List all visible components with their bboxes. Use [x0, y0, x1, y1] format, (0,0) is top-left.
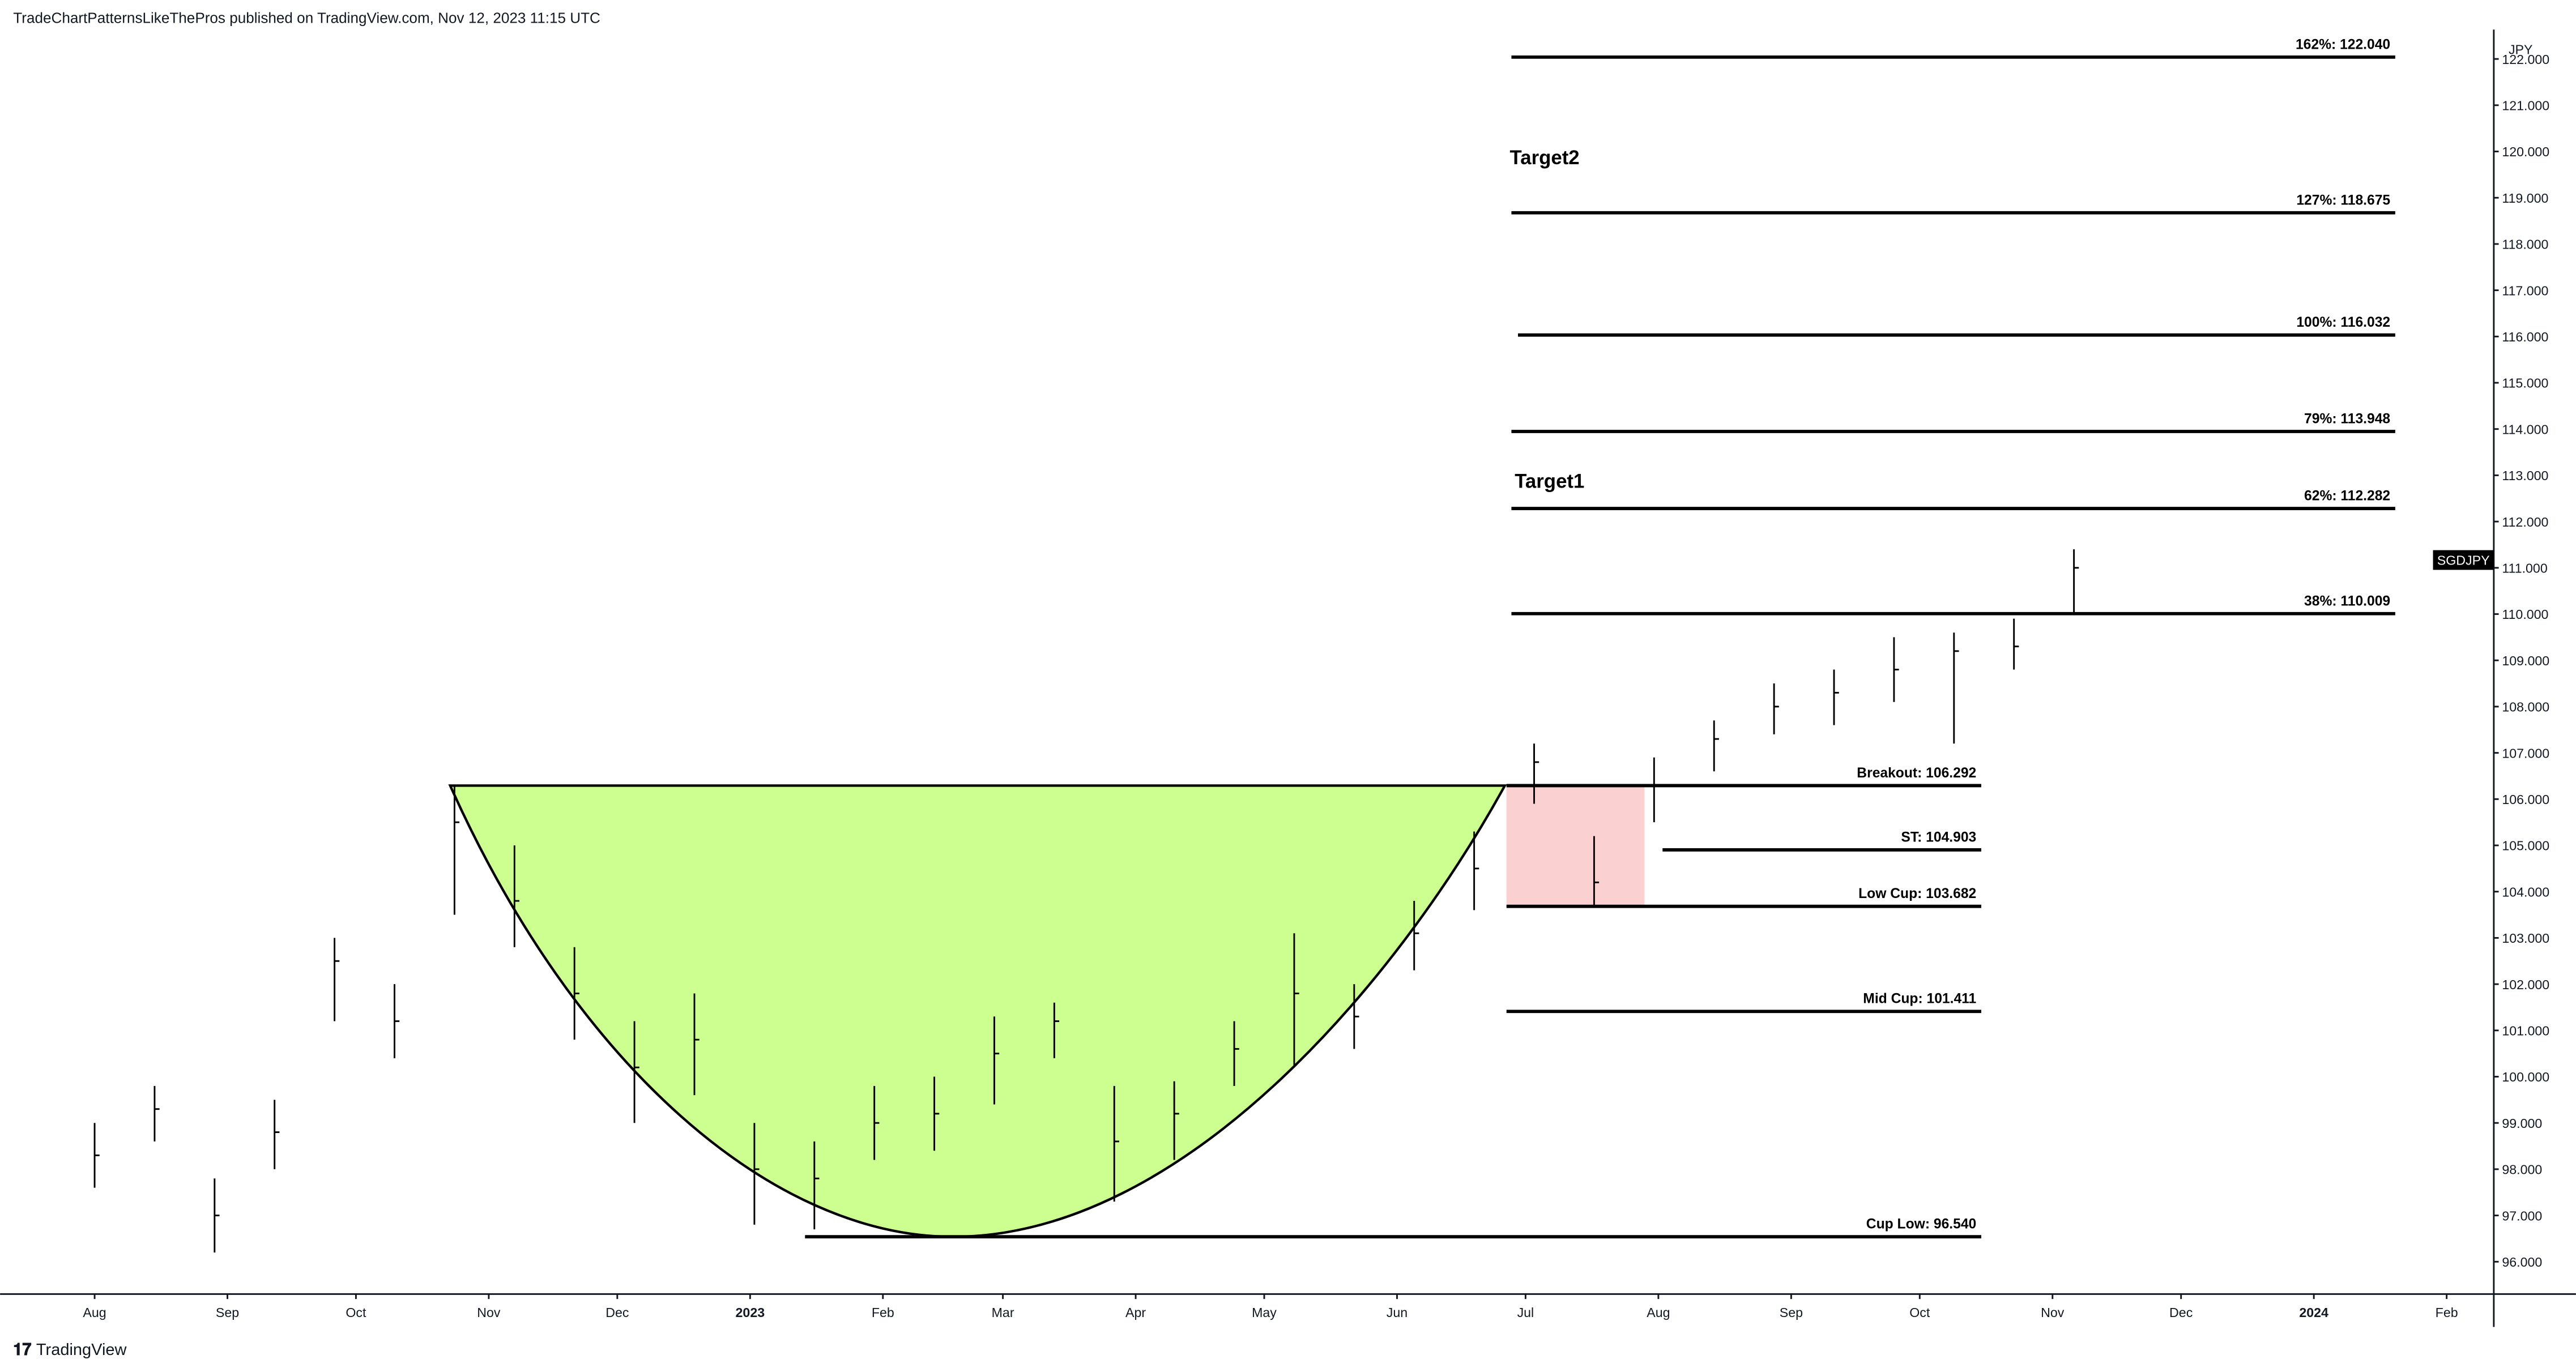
- y-tick-label: 121.000: [2502, 99, 2549, 113]
- y-tick-label: 107.000: [2502, 746, 2549, 760]
- y-tick-label: 101.000: [2502, 1024, 2549, 1038]
- annotation: Target1: [1515, 470, 1584, 492]
- x-tick-label: Oct: [1909, 1305, 1930, 1320]
- x-tick-label: Jul: [1517, 1305, 1534, 1320]
- y-tick-label: 104.000: [2502, 884, 2549, 899]
- y-tick-label: 111.000: [2502, 561, 2547, 576]
- y-tick-label: 113.000: [2502, 468, 2548, 483]
- cup-shape: [448, 784, 1507, 1238]
- x-tick-label: 2023: [736, 1305, 765, 1320]
- x-tick-label: Jun: [1387, 1305, 1408, 1320]
- level-label: 62%: 112.282: [2304, 489, 2390, 504]
- x-tick-label: Oct: [346, 1305, 366, 1320]
- level-label: Cup Low: 96.540: [1866, 1217, 1976, 1232]
- x-tick-label: Aug: [83, 1305, 106, 1320]
- symbol-label: SGDJPY: [2437, 553, 2490, 568]
- y-tick-label: 103.000: [2502, 931, 2549, 946]
- x-tick-label: Dec: [2169, 1305, 2193, 1320]
- y-tick-label: 115.000: [2502, 376, 2548, 391]
- y-tick-label: 102.000: [2502, 977, 2549, 992]
- x-tick-label: May: [1252, 1305, 1277, 1320]
- y-tick-label: 105.000: [2502, 839, 2549, 853]
- y-tick-label: 96.000: [2502, 1255, 2542, 1269]
- y-tick-label: 109.000: [2502, 653, 2549, 668]
- logo-mark: 𝟏𝟕: [13, 1341, 31, 1359]
- y-tick-label: 122.000: [2502, 52, 2549, 67]
- x-tick-label: Feb: [2436, 1305, 2458, 1320]
- level-label: ST: 104.903: [1901, 830, 1976, 845]
- y-tick-label: 118.000: [2502, 237, 2548, 252]
- footer: TradingView: [36, 1341, 127, 1359]
- y-tick-label: 97.000: [2502, 1208, 2542, 1223]
- x-tick-label: Feb: [872, 1305, 894, 1320]
- y-tick-label: 99.000: [2502, 1116, 2542, 1131]
- header: TradeChartPatternsLikeThePros published …: [13, 10, 600, 27]
- x-tick-label: Dec: [605, 1305, 629, 1320]
- level-label: Low Cup: 103.682: [1858, 886, 1976, 901]
- x-tick-label: Apr: [1125, 1305, 1146, 1320]
- x-tick-label: 2024: [2299, 1305, 2328, 1320]
- x-tick-label: Aug: [1647, 1305, 1670, 1320]
- x-tick-label: Nov: [2041, 1305, 2065, 1320]
- y-tick-label: 98.000: [2502, 1162, 2542, 1177]
- level-label: 100%: 116.032: [2296, 315, 2390, 330]
- y-tick-label: 114.000: [2502, 422, 2548, 437]
- symbol-tag: [2433, 550, 2494, 570]
- y-tick-label: 100.000: [2502, 1070, 2549, 1084]
- y-tick-label: 120.000: [2502, 144, 2549, 159]
- level-label: 127%: 118.675: [2296, 193, 2390, 208]
- y-tick-label: 112.000: [2502, 515, 2548, 529]
- x-tick-label: Mar: [992, 1305, 1014, 1320]
- y-tick-label: 117.000: [2502, 283, 2548, 298]
- x-tick-label: Sep: [216, 1305, 239, 1320]
- y-tick-label: 106.000: [2502, 792, 2549, 807]
- level-label: 38%: 110.009: [2304, 593, 2390, 609]
- level-label: 162%: 122.040: [2296, 37, 2390, 52]
- x-tick-label: Nov: [477, 1305, 501, 1320]
- x-tick-label: Sep: [1780, 1305, 1803, 1320]
- level-label: Mid Cup: 101.411: [1863, 991, 1976, 1007]
- pullback-zone: [1506, 785, 1645, 907]
- y-tick-label: 108.000: [2502, 700, 2549, 715]
- level-label: Breakout: 106.292: [1857, 766, 1976, 781]
- y-tick-label: 110.000: [2502, 607, 2548, 622]
- annotation: Target2: [1510, 147, 1580, 169]
- y-tick-label: 116.000: [2502, 330, 2548, 344]
- currency-label: JPY: [2509, 42, 2533, 57]
- level-label: 79%: 113.948: [2304, 411, 2390, 426]
- y-tick-label: 119.000: [2502, 191, 2548, 206]
